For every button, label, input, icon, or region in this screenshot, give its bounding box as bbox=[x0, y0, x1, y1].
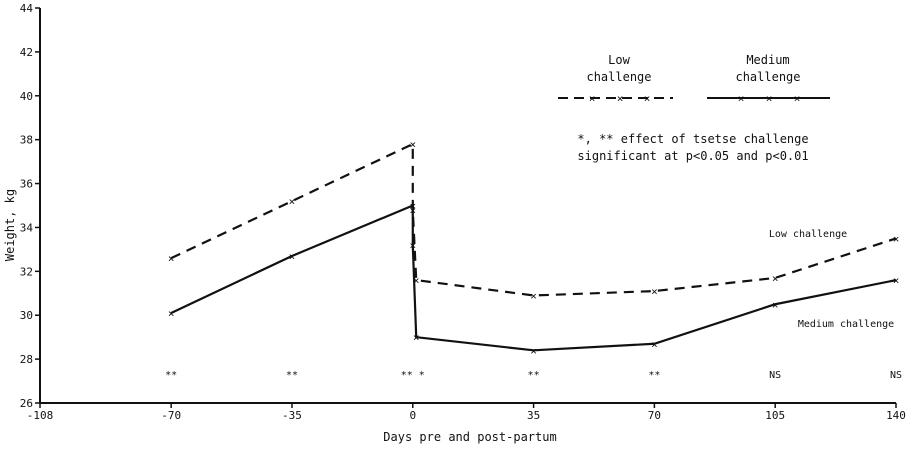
y-tick-label: 40 bbox=[20, 90, 33, 103]
x-tick-label: -35 bbox=[282, 409, 302, 422]
series-point-low: × bbox=[772, 272, 779, 285]
significance-marker: ** * bbox=[401, 370, 425, 381]
significance-marker: ** bbox=[165, 370, 177, 381]
series-point-low: × bbox=[413, 274, 420, 287]
legend-medium-marker-2: × bbox=[766, 92, 773, 105]
y-tick-label: 26 bbox=[20, 397, 33, 410]
series-point-low: × bbox=[530, 289, 537, 302]
x-tick-label: 105 bbox=[765, 409, 785, 422]
legend-medium-title-1: Medium bbox=[746, 53, 789, 67]
legend: Low challenge Medium challenge × × × × ×… bbox=[558, 53, 830, 105]
y-tick-label: 30 bbox=[20, 309, 33, 322]
series-line-medium bbox=[170, 203, 897, 352]
series-point-low: × bbox=[289, 195, 296, 208]
y-tick-label: 36 bbox=[20, 178, 33, 191]
y-tick-label: 44 bbox=[20, 2, 34, 15]
series-point-medium: × bbox=[413, 331, 420, 344]
significance-marker: ** bbox=[648, 370, 660, 381]
legend-medium-title-2: challenge bbox=[735, 70, 800, 84]
x-tick-label: -70 bbox=[161, 409, 181, 422]
significance-marker: NS bbox=[769, 370, 781, 381]
y-tick-label: 28 bbox=[20, 353, 33, 366]
x-tick-label: 35 bbox=[527, 409, 540, 422]
series-point-low: × bbox=[168, 252, 175, 265]
series-point-medium: × bbox=[772, 298, 779, 311]
significance-layer: ** ** ** * ** ** NS NS bbox=[165, 370, 902, 381]
y-tick-label: 38 bbox=[20, 134, 33, 147]
y-tick-label: 42 bbox=[20, 46, 33, 59]
series-point-medium: × bbox=[651, 338, 658, 351]
legend-low-title-2: challenge bbox=[586, 70, 651, 84]
x-tick-label: 0 bbox=[409, 409, 416, 422]
series-point-low: × bbox=[651, 285, 658, 298]
significance-marker: ** bbox=[528, 370, 540, 381]
legend-low-title-1: Low bbox=[608, 53, 630, 67]
x-axis-label: Days pre and post-partum bbox=[383, 430, 556, 444]
x-tick-label: 70 bbox=[648, 409, 661, 422]
x-tick-label: 140 bbox=[886, 409, 906, 422]
axes bbox=[39, 8, 896, 404]
series-point-low: × bbox=[893, 232, 900, 245]
series-point-medium: × bbox=[893, 274, 900, 287]
significance-marker: ** bbox=[286, 370, 298, 381]
significance-note-1: *, ** effect of tsetse challenge bbox=[577, 132, 808, 146]
significance-note-2: significant at p<0.05 and p<0.01 bbox=[577, 149, 808, 163]
legend-low-marker-3: × bbox=[644, 92, 651, 105]
y-tick-label: 34 bbox=[20, 221, 34, 234]
legend-low-marker-1: × bbox=[589, 92, 596, 105]
significance-marker: NS bbox=[890, 370, 902, 381]
ticks: 26 28 30 32 34 36 38 40 42 44 -108 -70 -35 0 35 70 105 14… bbox=[20, 2, 906, 422]
series-point-medium: × bbox=[168, 307, 175, 320]
x-tick-label: -108 bbox=[27, 409, 54, 422]
series-point-medium: × bbox=[530, 344, 537, 357]
series-line-low bbox=[170, 142, 897, 297]
series-point-low: × bbox=[409, 138, 416, 151]
series-point-medium: × bbox=[289, 250, 296, 263]
series-point-medium: × bbox=[409, 239, 416, 252]
legend-low-marker-2: × bbox=[617, 92, 624, 105]
legend-medium-marker-3: × bbox=[794, 92, 801, 105]
series-label-low: Low challenge bbox=[769, 229, 847, 240]
y-tick-label: 32 bbox=[20, 265, 33, 278]
series-layer: ×××××× ×××××××××××× bbox=[168, 138, 899, 357]
y-axis-label: Weight, kg bbox=[3, 189, 17, 261]
series-label-medium: Medium challenge bbox=[798, 319, 894, 330]
series-point-medium: × bbox=[409, 200, 416, 213]
legend-medium-marker-1: × bbox=[738, 92, 745, 105]
